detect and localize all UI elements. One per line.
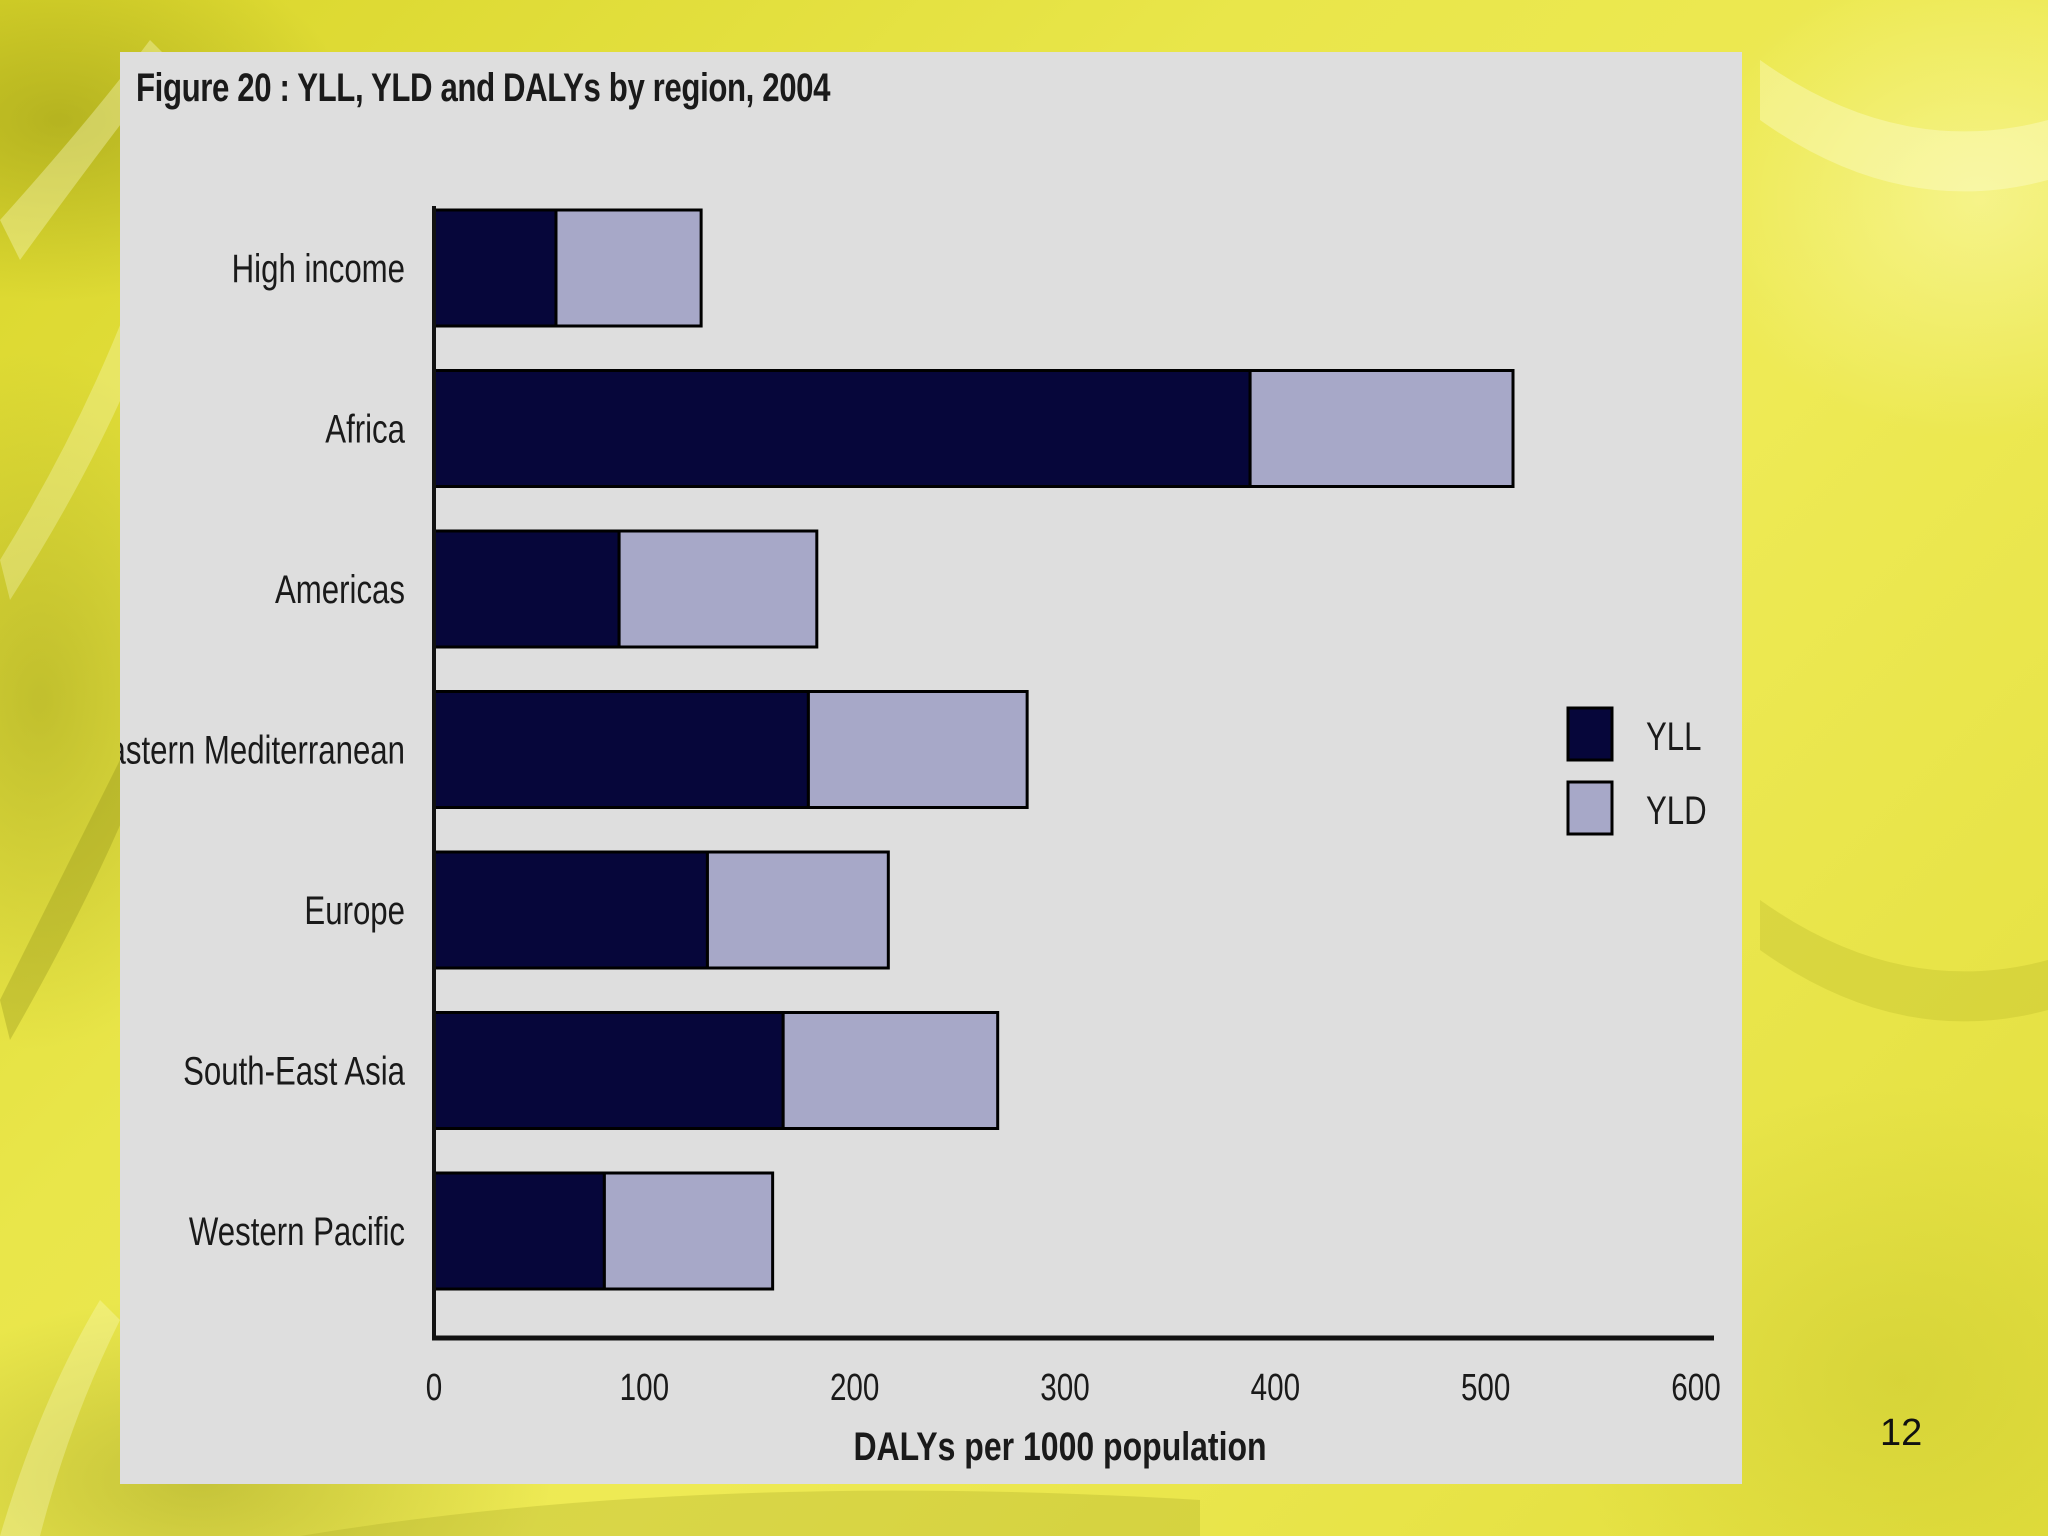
slide-page-number: 12 [1880,1412,1923,1454]
bar-yld-high-income [554,208,703,328]
x-tick-label-group: 300 [1040,1367,1089,1409]
bar-yll-europe [432,850,709,970]
bar-yld-eastern-mediterranean [806,690,1029,809]
category-label-group: Africa [325,407,405,452]
category-label: Americas [275,567,405,612]
x-tick-label-group: 400 [1251,1367,1300,1409]
legend-swatch-yll [1566,706,1614,762]
category-label: Western Pacific [189,1209,405,1254]
legend-label-group: YLD [1646,788,1707,833]
x-tick-label-group: 500 [1461,1367,1510,1409]
category-label-group: Europe [304,888,405,933]
category-label-group: Americas [275,567,405,612]
legend-label-group: YLL [1646,714,1702,759]
x-tick-label: 200 [830,1367,879,1409]
bar-yll-high-income [432,208,558,328]
bar-yld-europe [705,850,890,970]
bar-yll-eastern-mediterranean [432,690,810,809]
bar-yll-western-pacific [432,1171,606,1291]
x-axis-title: DALYs per 1000 population [853,1424,1266,1469]
category-label: Eastern Mediterranean [120,728,405,773]
bar-yld-americas [617,529,819,649]
category-label-group: Western Pacific [189,1209,405,1254]
x-tick-label-group: 600 [1671,1367,1720,1409]
category-label-group: High income [232,246,405,291]
category-label: Africa [325,407,405,452]
legend-label-yld: YLD [1646,788,1707,833]
category-label: High income [232,246,405,291]
x-tick-label: 300 [1040,1367,1089,1409]
x-tick-label: 0 [426,1367,442,1409]
category-label: Europe [304,888,405,933]
x-tick-label-group: 200 [830,1367,879,1409]
x-tick-label: 600 [1671,1367,1720,1409]
x-axis-title-group: DALYs per 1000 population [853,1424,1266,1469]
bar-yld-africa [1248,369,1515,488]
category-label: South-East Asia [183,1049,405,1094]
figure-title: Figure 20 : YLL, YLD and DALYs by region… [136,66,831,110]
category-label-group: South-East Asia [183,1049,405,1094]
x-tick-label-group: 0 [426,1367,442,1409]
x-tick-label: 100 [620,1367,669,1409]
x-tick-label-group: 100 [620,1367,669,1409]
legend-label-yll: YLL [1646,714,1702,759]
legend-swatch-yld [1566,780,1614,836]
x-tick-label: 500 [1461,1367,1510,1409]
bar-yld-south-east-asia [781,1011,1000,1130]
bar-yll-south-east-asia [432,1011,785,1130]
bar-yll-americas [432,529,621,649]
chart-panel: Figure 20 : YLL, YLD and DALYs by region… [120,52,1742,1484]
bar-yld-western-pacific [602,1171,775,1291]
stacked-bar-chart: High income Africa Americas Eastern Mediter… [120,206,1721,1469]
category-label-group: Eastern Mediterranean [120,728,405,773]
bar-yll-africa [432,369,1252,488]
x-tick-label: 400 [1251,1367,1300,1409]
